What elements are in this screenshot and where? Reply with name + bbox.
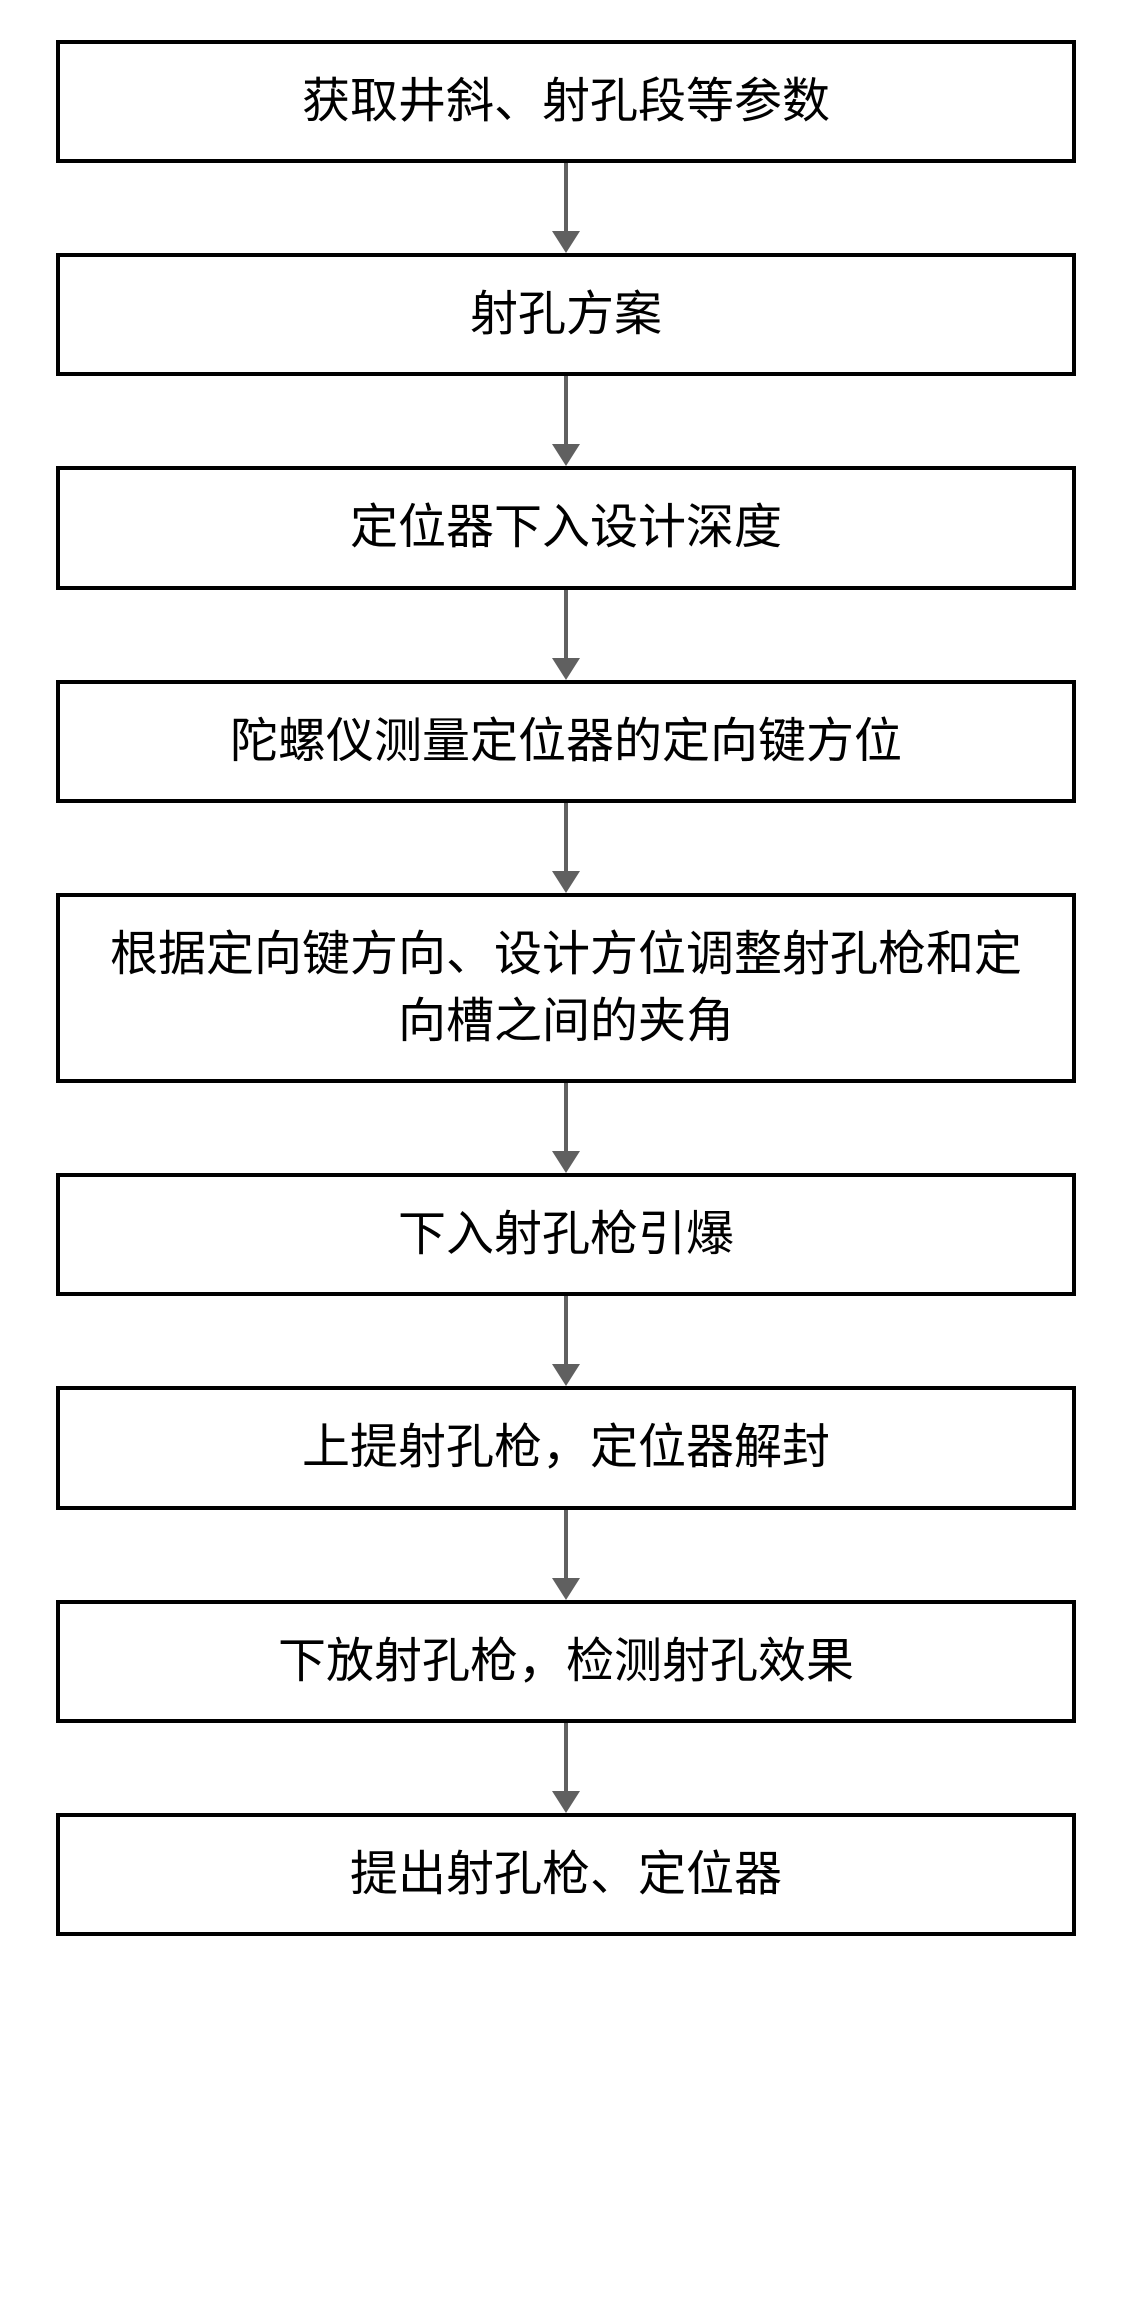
flowchart-arrow [552, 1296, 580, 1386]
flowchart-container: 获取井斜、射孔段等参数 射孔方案 定位器下入设计深度 陀螺仪测量定位器的定向键方… [41, 40, 1091, 1936]
flowchart-node: 陀螺仪测量定位器的定向键方位 [56, 680, 1076, 803]
arrow-line [564, 590, 568, 659]
arrow-head-icon [552, 658, 580, 680]
arrow-line [564, 1296, 568, 1365]
flowchart-node: 提出射孔枪、定位器 [56, 1813, 1076, 1936]
arrow-head-icon [552, 1364, 580, 1386]
flowchart-arrow [552, 1723, 580, 1813]
flowchart-arrow [552, 1510, 580, 1600]
flowchart-node: 获取井斜、射孔段等参数 [56, 40, 1076, 163]
flowchart-node: 定位器下入设计深度 [56, 466, 1076, 589]
flowchart-node: 下入射孔枪引爆 [56, 1173, 1076, 1296]
flowchart-node: 根据定向键方向、设计方位调整射孔枪和定向槽之间的夹角 [56, 893, 1076, 1083]
arrow-line [564, 376, 568, 445]
flowchart-arrow [552, 163, 580, 253]
arrow-head-icon [552, 1791, 580, 1813]
arrow-line [564, 1510, 568, 1579]
arrow-head-icon [552, 1151, 580, 1173]
flowchart-arrow [552, 376, 580, 466]
arrow-line [564, 1083, 568, 1152]
arrow-head-icon [552, 871, 580, 893]
arrow-head-icon [552, 1578, 580, 1600]
flowchart-node: 射孔方案 [56, 253, 1076, 376]
arrow-head-icon [552, 444, 580, 466]
arrow-line [564, 803, 568, 872]
arrow-head-icon [552, 231, 580, 253]
flowchart-node: 上提射孔枪，定位器解封 [56, 1386, 1076, 1509]
flowchart-node: 下放射孔枪，检测射孔效果 [56, 1600, 1076, 1723]
arrow-line [564, 163, 568, 232]
flowchart-arrow [552, 590, 580, 680]
flowchart-arrow [552, 803, 580, 893]
flowchart-arrow [552, 1083, 580, 1173]
arrow-line [564, 1723, 568, 1792]
